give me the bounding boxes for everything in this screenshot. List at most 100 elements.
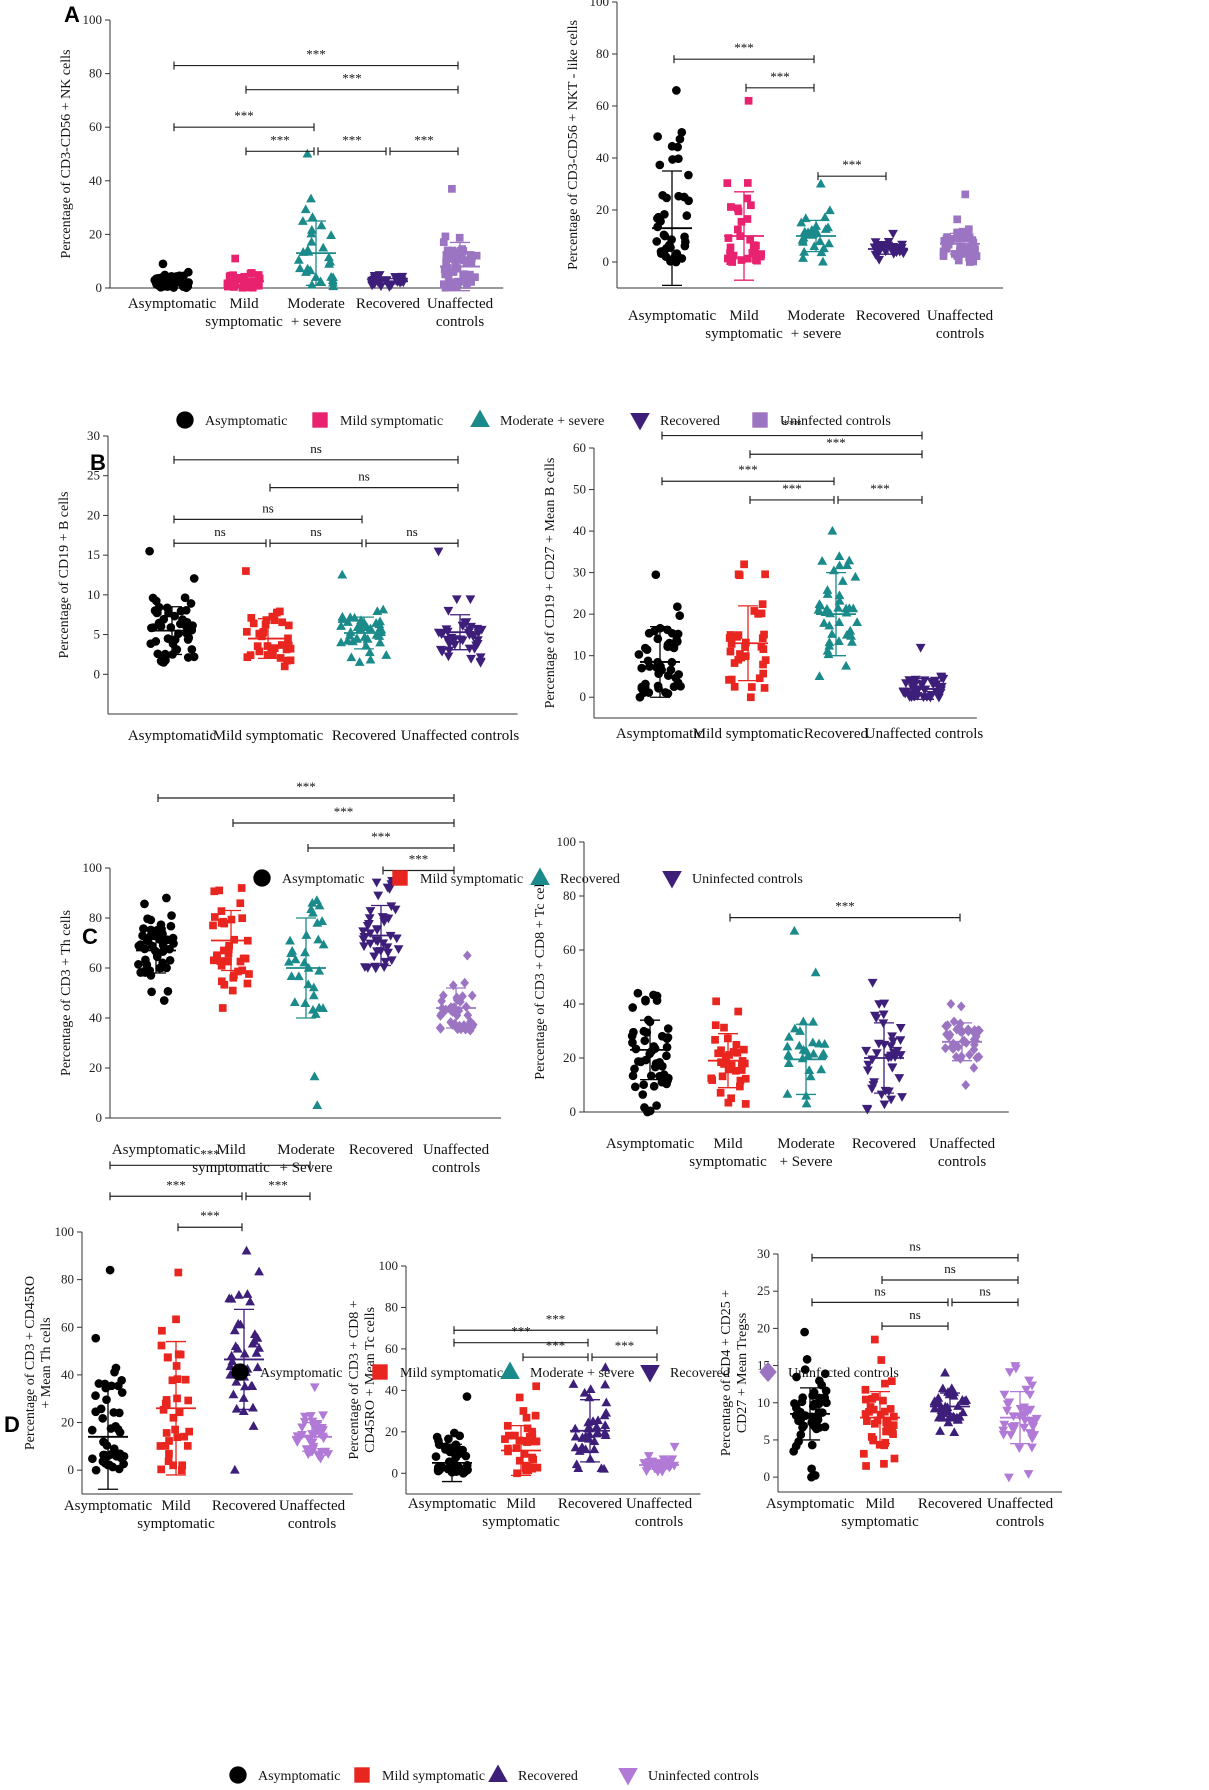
x-tick-label: Unaffected controls [427, 296, 494, 330]
data-point [444, 1434, 453, 1444]
legend-marker-icon [470, 409, 490, 427]
data-point [629, 1027, 638, 1037]
data-point [601, 1397, 612, 1407]
data-point [850, 571, 861, 581]
series-3 [898, 643, 949, 703]
data-point [711, 1021, 720, 1030]
data-point [463, 950, 472, 961]
error-bar [639, 1460, 679, 1470]
data-point [312, 1100, 323, 1109]
legend-label: Moderate + severe [500, 414, 604, 429]
data-point [342, 635, 353, 645]
data-point [431, 1452, 441, 1461]
data-point [890, 1454, 899, 1463]
data-point [107, 1381, 116, 1391]
data-point [790, 1399, 799, 1408]
data-point [869, 1011, 880, 1021]
data-point [242, 1289, 253, 1298]
data-point [463, 628, 474, 638]
data-point [808, 1016, 819, 1026]
data-point [1005, 1431, 1016, 1440]
data-point [655, 160, 665, 170]
y-axis-label: Percentage of CD3 + Th cells [59, 910, 74, 1076]
data-point [374, 631, 385, 640]
significance-bracket: *** [389, 132, 459, 156]
data-point [936, 672, 947, 682]
data-point [380, 957, 391, 967]
x-tick-label: Unaffected controls [626, 1496, 693, 1530]
data-point [300, 204, 311, 214]
data-point [168, 1376, 177, 1385]
data-point [863, 1417, 871, 1425]
data-point [643, 656, 653, 666]
data-point [295, 263, 305, 273]
error-bar [942, 1022, 982, 1062]
data-point [634, 1057, 643, 1066]
legend-label: Asymptomatic [258, 1769, 340, 1784]
legend-label: Recovered [560, 872, 620, 887]
data-point [637, 663, 647, 673]
x-tick-label: Recovered [856, 308, 921, 324]
data-point [259, 628, 268, 636]
significance-label: *** [770, 69, 790, 84]
data-point [519, 1407, 528, 1415]
data-point [105, 1265, 115, 1275]
data-point [267, 649, 276, 657]
data-point [185, 1427, 194, 1436]
data-point [941, 237, 950, 246]
data-point [228, 1389, 239, 1399]
significance-label: ns [214, 524, 226, 539]
significance-label: *** [835, 899, 855, 914]
data-point [173, 1394, 181, 1403]
data-point [102, 1395, 111, 1405]
panel-label-a: A [64, 2, 80, 27]
data-point [299, 957, 310, 967]
data-point [186, 599, 196, 608]
data-point [634, 650, 644, 659]
data-point [297, 1431, 307, 1440]
data-point [834, 595, 845, 605]
data-point [306, 236, 317, 246]
data-point [600, 1427, 610, 1437]
data-point [653, 681, 663, 691]
x-tick-label: Mild symptomatic [192, 1142, 270, 1176]
series-3 [869, 229, 909, 265]
data-point [576, 1442, 587, 1452]
data-point [371, 878, 382, 888]
data-point [807, 1464, 816, 1474]
x-tick-label: Asymptomatic [112, 1142, 201, 1158]
significance-label: *** [234, 108, 254, 123]
data-point [879, 999, 890, 1009]
data-point [187, 645, 197, 654]
data-point [166, 921, 176, 931]
legend-marker-icon [176, 411, 194, 429]
data-point [639, 1080, 649, 1089]
error-bar [296, 220, 336, 286]
series-0 [627, 988, 673, 1117]
data-point [158, 259, 168, 269]
legend-item: Asymptomatic [253, 869, 364, 887]
data-point [894, 1074, 905, 1083]
data-point [98, 1414, 108, 1423]
data-point [817, 556, 828, 565]
legend-label: Uninfected controls [780, 414, 891, 429]
data-point [861, 1046, 872, 1056]
data-point [821, 1386, 831, 1396]
significance-bracket: ns [173, 500, 363, 524]
data-point [583, 1417, 594, 1427]
data-point [867, 1433, 876, 1441]
data-point [861, 1410, 870, 1418]
legend-marker-icon [229, 1766, 247, 1784]
legend-label: Recovered [518, 1769, 578, 1784]
data-point [448, 184, 456, 193]
data-point [861, 1104, 872, 1114]
data-point [1002, 1406, 1012, 1416]
data-point [874, 255, 885, 265]
data-point [740, 560, 748, 569]
legend-item: Uninfected controls [662, 871, 803, 889]
data-point [684, 196, 693, 206]
series-4 [439, 184, 481, 292]
data-point [814, 671, 825, 680]
data-point [293, 254, 304, 264]
data-point [939, 252, 948, 260]
